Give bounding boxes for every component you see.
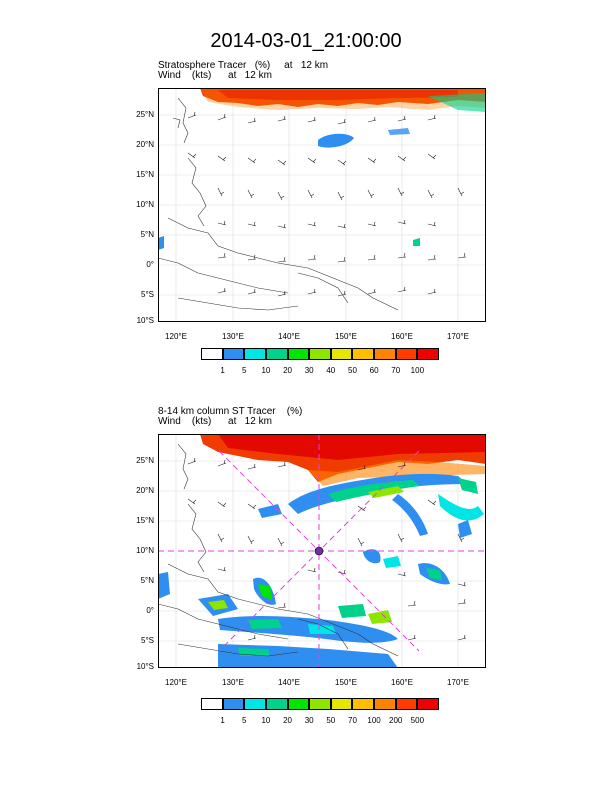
colorbar-swatch	[201, 698, 223, 710]
colorbar-swatch	[374, 698, 396, 710]
panel1-lon-label: 160°E	[391, 332, 413, 341]
colorbar-swatch	[222, 348, 245, 360]
colorbar-swatch	[417, 348, 439, 360]
panel2-lat-label: 15°N	[136, 516, 154, 525]
colorbar-label: 20	[283, 716, 292, 725]
colorbar-label: 10	[261, 716, 271, 725]
colorbar-label: 50	[348, 366, 357, 375]
colorbar-label: 1	[220, 366, 225, 375]
panel2-lat-label: 5°N	[140, 576, 154, 585]
panel1-lat-label: 5°S	[141, 290, 154, 299]
panel1-lat-label: 20°N	[136, 140, 154, 149]
panel2-colorbar	[201, 698, 439, 710]
colorbar-label: 10	[261, 366, 271, 375]
panel2-lon-label: 150°E	[335, 678, 357, 687]
colorbar-swatch	[330, 348, 353, 360]
panel2-lon-label: 170°E	[447, 678, 469, 687]
colorbar-swatch	[374, 348, 396, 360]
colorbar-label: 200	[389, 716, 403, 725]
colorbar-swatch	[417, 698, 439, 710]
panel1-tracer-patch	[318, 133, 354, 148]
colorbar-label: 5	[242, 366, 247, 375]
colorbar-label: 100	[367, 716, 381, 725]
colorbar-swatch	[309, 698, 331, 710]
colorbar-label: 20	[283, 366, 292, 375]
panel1-gridlines	[158, 88, 486, 322]
colorbar-label: 1	[220, 716, 225, 725]
panel1-lon-label: 130°E	[222, 332, 244, 341]
panel1-frame	[158, 88, 486, 322]
panel2-center-marker	[314, 546, 324, 556]
colorbar-label: 100	[410, 366, 425, 375]
panel1-lat-label: 15°N	[136, 170, 154, 179]
panel2-title-field: 8-14 km column ST Tracer (%)	[158, 406, 303, 417]
panel2-lat-label: 10°N	[136, 546, 154, 555]
panel2-title-wind: Wind (kts) at 12 km	[158, 416, 272, 427]
colorbar-label: 40	[326, 366, 336, 375]
panel1-title-wind: Wind (kts) at 12 km	[158, 70, 272, 81]
panel1-colorbar	[201, 348, 439, 360]
panel2-lon-label: 140°E	[278, 678, 300, 687]
panel1-lat-label: 5°N	[140, 230, 154, 239]
colorbar-swatch	[287, 348, 310, 360]
panel2-wind-barbs	[187, 457, 467, 641]
panel1-lat-label: 25°N	[136, 110, 154, 119]
panel1-lon-label: 140°E	[278, 332, 300, 341]
panel2-map	[158, 434, 486, 668]
panel1-coastlines	[158, 97, 399, 311]
colorbar-label: 60	[369, 366, 379, 375]
panel1-lat-label: 10°S	[136, 316, 154, 325]
colorbar-label: 30	[304, 716, 314, 725]
panel1-lon-label: 150°E	[335, 332, 357, 341]
colorbar-swatch	[244, 698, 266, 710]
colorbar-swatch	[395, 348, 418, 360]
colorbar-swatch	[352, 698, 374, 710]
panel2-lat-label: 10°S	[136, 662, 154, 671]
colorbar-swatch	[395, 698, 418, 710]
panel2-lon-label: 130°E	[222, 678, 244, 687]
colorbar-swatch	[265, 348, 288, 360]
colorbar-label: 70	[391, 366, 401, 375]
panel2-lat-label: 5°S	[141, 636, 154, 645]
panel1-lat-label: 0°	[146, 260, 154, 269]
colorbar-swatch	[330, 698, 353, 710]
panel2-map-svg	[158, 434, 486, 668]
panel1-wind-barbs	[187, 111, 467, 297]
colorbar-label: 30	[304, 366, 314, 375]
colorbar-label: 500	[410, 716, 425, 725]
panel2-frame	[158, 434, 486, 668]
panel2-lat-label: 0°	[146, 606, 154, 615]
colorbar-swatch	[222, 698, 245, 710]
colorbar-swatch	[201, 348, 223, 360]
panel2-coastlines	[158, 443, 399, 657]
panel1-lon-label: 170°E	[447, 332, 469, 341]
panel2-lon-label: 160°E	[391, 678, 413, 687]
panel2-tracer-streaks	[158, 473, 484, 668]
panel1-map-svg	[158, 88, 486, 322]
panel1-map	[158, 88, 486, 322]
panel1-lon-label: 120°E	[165, 332, 187, 341]
colorbar-swatch	[287, 698, 310, 710]
panel2-lat-label: 20°N	[136, 486, 154, 495]
colorbar-label: 70	[348, 716, 357, 725]
colorbar-swatch	[265, 698, 288, 710]
colorbar-swatch	[352, 348, 374, 360]
colorbar-swatch	[309, 348, 331, 360]
panel1-title-field: Stratosphere Tracer (%) at 12 km	[158, 60, 329, 71]
page-title: 2014-03-01_21:00:00	[210, 30, 402, 52]
colorbar-label: 50	[326, 716, 336, 725]
panel2-lon-label: 120°E	[165, 678, 187, 687]
colorbar-label: 5	[242, 716, 247, 725]
panel1-lat-label: 10°N	[136, 200, 154, 209]
panel2-lat-label: 25°N	[136, 456, 154, 465]
colorbar-swatch	[244, 348, 266, 360]
